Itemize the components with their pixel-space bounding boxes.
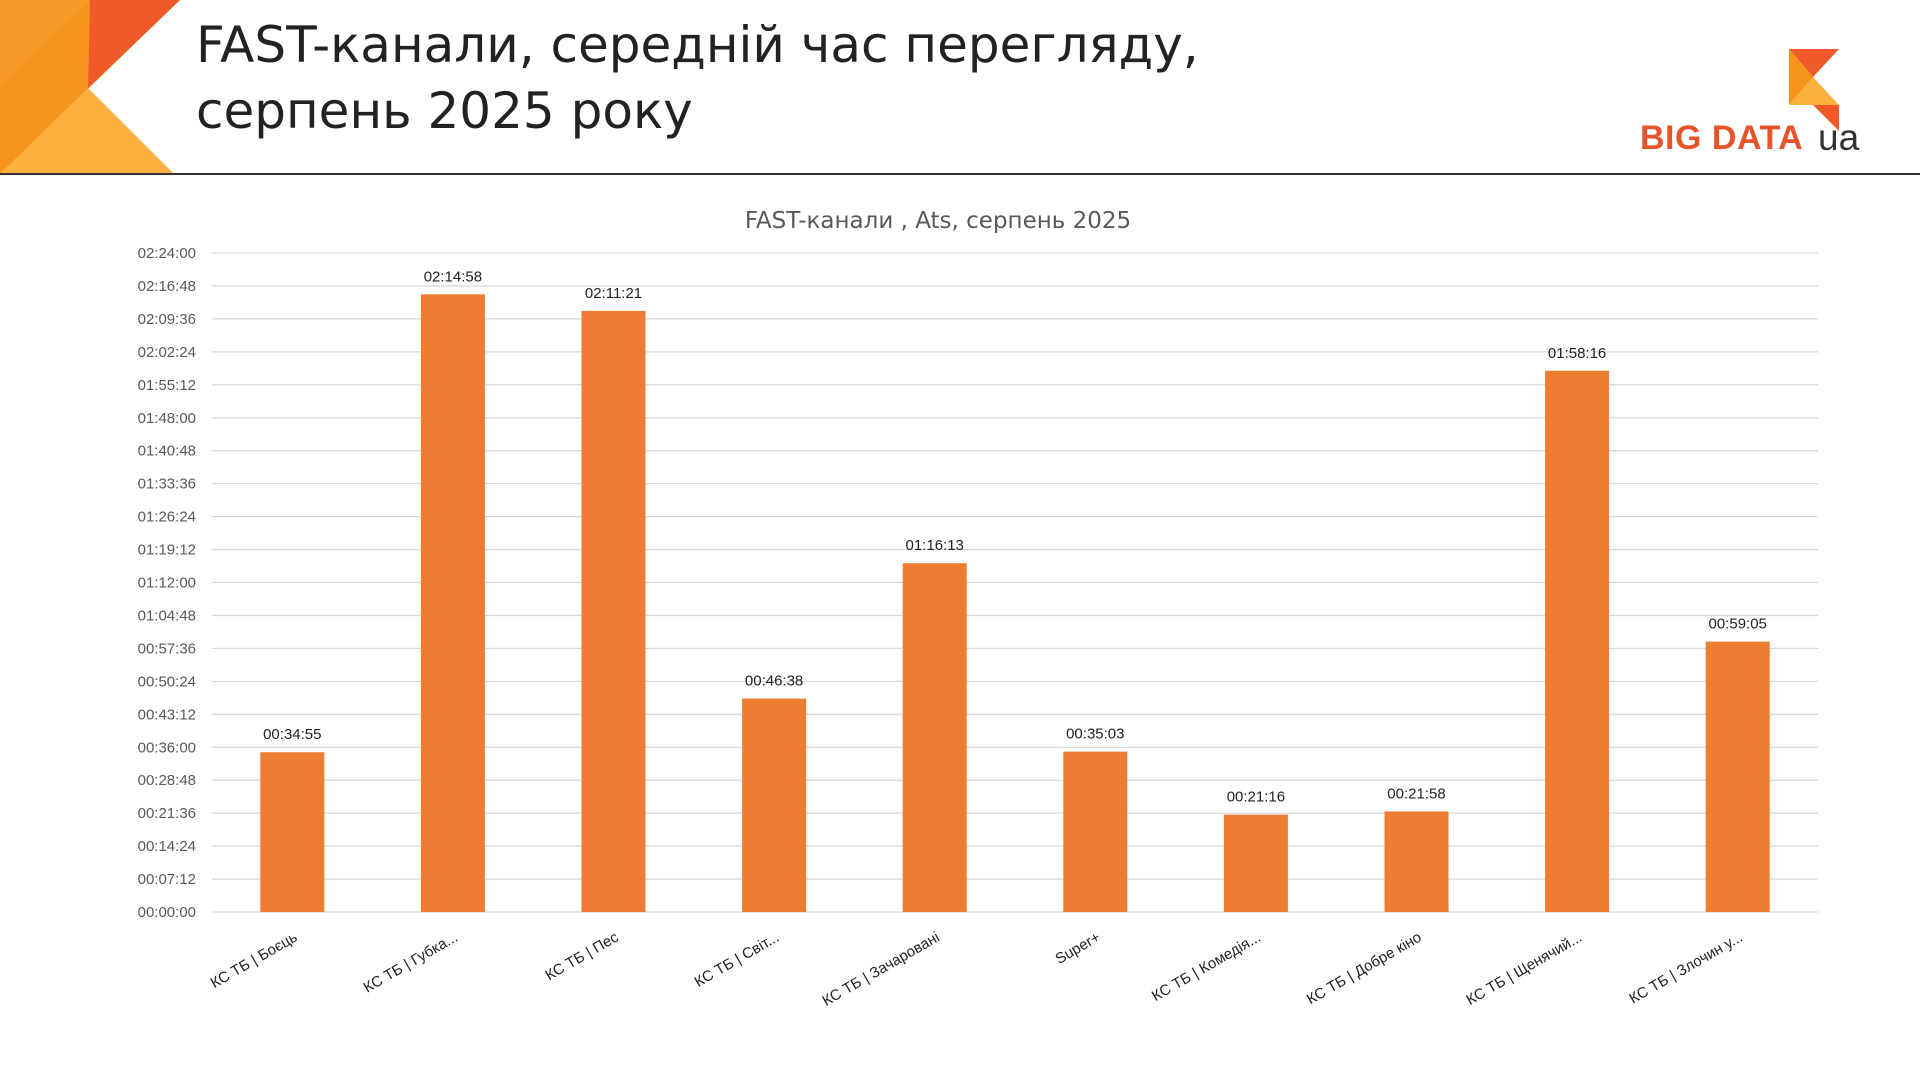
data-labels: 00:34:55 02:14:58 02:11:21 00:46:38 01:16:13… [263,268,1767,805]
y-tick-label: 01:48:00 [138,410,196,427]
y-tick-label: 01:19:12 [138,542,196,559]
bar [581,310,646,912]
x-axis-labels: КС ТБ | Боєць КС ТБ | Губка... КС ТБ | Пес… [208,928,1746,1009]
y-tick-label: 00:28:48 [138,772,196,789]
corner-decoration [0,0,180,174]
bar [1705,641,1770,912]
logo-mark-icon [1789,49,1839,131]
y-tick-label: 01:40:48 [138,443,196,460]
y-tick-label: 01:04:48 [138,607,196,624]
y-tick-label: 00:14:24 [138,838,196,855]
y-tick-label: 00:50:24 [138,673,196,690]
data-label: 00:59:05 [1709,616,1767,633]
y-tick-label: 01:12:00 [138,575,196,592]
y-tick-label: 01:55:12 [138,377,196,394]
bar [1063,751,1128,912]
bar [1223,814,1288,912]
bar-chart: FAST-канали , Ats, серпень 2025 00:00:00… [138,208,1818,1010]
data-label: 00:35:03 [1066,726,1124,743]
bar [742,698,807,912]
y-tick-label: 02:09:36 [138,311,196,328]
chart-title: FAST-канали , Ats, серпень 2025 [745,208,1131,234]
title-line-2: серпень 2025 року [196,82,693,140]
x-tick-label: КС ТБ | Боєць [208,929,301,992]
y-tick-label: 00:21:36 [138,805,196,822]
x-tick-label: КС ТБ | Світ... [692,929,782,991]
bar [420,294,485,912]
bar [902,563,967,912]
data-label: 01:16:13 [906,537,964,554]
y-tick-label: 02:02:24 [138,344,196,361]
y-tick-label: 01:26:24 [138,509,196,526]
x-tick-label: Super+ [1053,929,1104,968]
x-tick-label: КС ТБ | Щенячий... [1463,929,1585,1009]
data-label: 00:34:55 [263,726,321,743]
x-tick-label: КС ТБ | Добре кіно [1304,929,1425,1008]
y-tick-label: 00:07:12 [138,871,196,888]
data-label: 00:46:38 [745,673,803,690]
bar [260,752,325,912]
bars [260,294,1770,912]
page-title: FAST-канали, середній час перегляду, сер… [196,12,1199,144]
x-tick-label: КС ТБ | Комедія... [1149,929,1264,1005]
data-label: 01:58:16 [1548,345,1606,362]
x-tick-label: КС ТБ | Злочин у... [1626,929,1745,1008]
x-tick-label: КС ТБ | Зачаровані [819,929,942,1010]
y-tick-label: 00:00:00 [138,904,196,921]
x-tick-label: КС ТБ | Губка... [361,929,461,997]
bar [1545,370,1610,912]
y-tick-label: 00:43:12 [138,706,196,723]
y-tick-label: 00:57:36 [138,640,196,657]
data-label: 00:21:16 [1227,789,1285,806]
header-divider [0,173,1920,175]
data-label: 00:21:58 [1387,785,1445,802]
y-tick-label: 01:33:36 [138,476,196,493]
big-data-ua-logo: BIG DATA ua [1640,44,1920,164]
logo-suffix: ua [1818,117,1860,158]
x-tick-label: КС ТБ | Пес [542,928,621,984]
y-tick-label: 02:16:48 [138,278,196,295]
bar [1384,811,1449,912]
data-label: 02:11:21 [585,285,642,302]
y-tick-label: 00:36:00 [138,739,196,756]
logo-text: BIG DATA [1640,119,1804,157]
title-line-1: FAST-канали, середній час перегляду, [196,16,1199,74]
data-label: 02:14:58 [424,268,482,285]
y-axis-ticks: 00:00:00 00:07:12 00:14:24 00:21:36 00:28:48… [138,245,196,921]
y-tick-label: 02:24:00 [138,245,196,262]
